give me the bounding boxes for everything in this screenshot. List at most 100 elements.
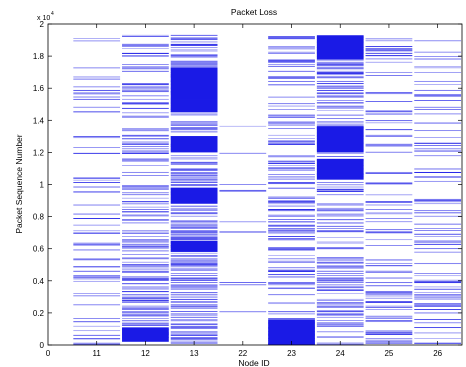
loss-line bbox=[316, 284, 364, 286]
loss-line bbox=[316, 293, 364, 294]
loss-line bbox=[268, 160, 315, 162]
loss-line bbox=[268, 210, 315, 212]
loss-line bbox=[170, 210, 218, 211]
loss-line bbox=[268, 114, 315, 116]
loss-line bbox=[414, 171, 462, 173]
loss-line bbox=[73, 179, 121, 181]
loss-line bbox=[73, 266, 121, 268]
loss-line bbox=[170, 234, 218, 236]
loss-line bbox=[414, 280, 462, 282]
loss-line bbox=[316, 231, 364, 233]
loss-line bbox=[170, 220, 218, 222]
loss-line bbox=[365, 232, 413, 234]
loss-line bbox=[170, 286, 218, 288]
loss-line bbox=[365, 209, 413, 210]
loss-line bbox=[365, 194, 413, 196]
loss-line bbox=[414, 40, 462, 42]
loss-line bbox=[268, 229, 315, 231]
loss-line bbox=[170, 213, 218, 215]
loss-line bbox=[268, 176, 315, 178]
loss-line bbox=[268, 66, 315, 67]
loss-line bbox=[268, 156, 315, 158]
loss-line bbox=[170, 162, 218, 164]
loss-line bbox=[122, 158, 169, 160]
loss-line bbox=[414, 66, 462, 67]
loss-line bbox=[122, 277, 169, 279]
loss-line bbox=[170, 230, 218, 232]
loss-line bbox=[365, 338, 413, 340]
loss-line bbox=[365, 231, 413, 233]
loss-line bbox=[122, 151, 169, 153]
loss-line bbox=[268, 215, 315, 217]
loss-line bbox=[316, 124, 364, 126]
loss-line bbox=[170, 34, 218, 36]
loss-line bbox=[365, 183, 413, 185]
loss-line bbox=[316, 203, 364, 205]
loss-line bbox=[414, 142, 462, 144]
loss-line bbox=[73, 106, 121, 108]
loss-line bbox=[170, 121, 218, 123]
loss-line bbox=[316, 189, 364, 191]
loss-line bbox=[365, 218, 413, 219]
x-tick-label: 13 bbox=[190, 349, 199, 358]
loss-line bbox=[316, 121, 364, 123]
loss-line bbox=[365, 49, 413, 51]
loss-line bbox=[122, 305, 169, 307]
loss-line bbox=[122, 287, 169, 289]
loss-line bbox=[268, 219, 315, 220]
loss-line bbox=[122, 67, 169, 69]
loss-line bbox=[365, 52, 413, 54]
y-tick-label: 0.8 bbox=[33, 213, 45, 222]
loss-line bbox=[316, 93, 364, 95]
loss-line bbox=[122, 320, 169, 322]
loss-line bbox=[122, 311, 169, 312]
loss-line bbox=[122, 215, 169, 217]
loss-line bbox=[414, 262, 462, 265]
loss-line bbox=[268, 247, 315, 249]
loss-line bbox=[365, 259, 413, 261]
loss-line bbox=[365, 221, 413, 223]
loss-line bbox=[365, 297, 413, 299]
loss-line bbox=[316, 314, 364, 316]
loss-line bbox=[316, 80, 364, 82]
x-tick-label: 11 bbox=[93, 349, 102, 358]
loss-line bbox=[268, 311, 315, 313]
loss-line bbox=[414, 155, 462, 157]
loss-line bbox=[316, 184, 364, 186]
loss-line bbox=[365, 75, 413, 76]
loss-line bbox=[316, 323, 364, 325]
loss-line bbox=[170, 259, 218, 261]
loss-line bbox=[170, 304, 218, 306]
loss-line bbox=[170, 49, 218, 51]
loss-line bbox=[122, 206, 169, 208]
loss-line bbox=[268, 167, 315, 169]
loss-line bbox=[122, 312, 169, 314]
loss-line bbox=[414, 338, 462, 339]
loss-line bbox=[122, 115, 169, 117]
loss-line bbox=[316, 100, 364, 101]
loss-line bbox=[414, 84, 462, 85]
loss-line bbox=[170, 131, 218, 133]
loss-line bbox=[122, 197, 169, 199]
loss-line bbox=[316, 279, 364, 281]
loss-line bbox=[170, 277, 218, 279]
loss-line bbox=[316, 214, 364, 216]
loss-line bbox=[170, 302, 218, 303]
loss-line bbox=[73, 258, 121, 260]
loss-line bbox=[365, 331, 413, 333]
loss-line bbox=[365, 120, 413, 122]
loss-line bbox=[365, 316, 413, 318]
loss-line bbox=[268, 202, 315, 203]
loss-line bbox=[122, 265, 169, 267]
loss-line bbox=[365, 182, 413, 183]
loss-line bbox=[122, 70, 169, 72]
loss-line bbox=[122, 91, 169, 93]
loss-line bbox=[365, 293, 413, 294]
loss-line bbox=[365, 309, 413, 310]
loss-line bbox=[219, 221, 267, 223]
node-column-12 bbox=[122, 34, 169, 342]
loss-line bbox=[73, 38, 121, 39]
loss-line bbox=[170, 155, 218, 157]
loss-line bbox=[268, 134, 315, 136]
loss-line bbox=[316, 191, 364, 192]
